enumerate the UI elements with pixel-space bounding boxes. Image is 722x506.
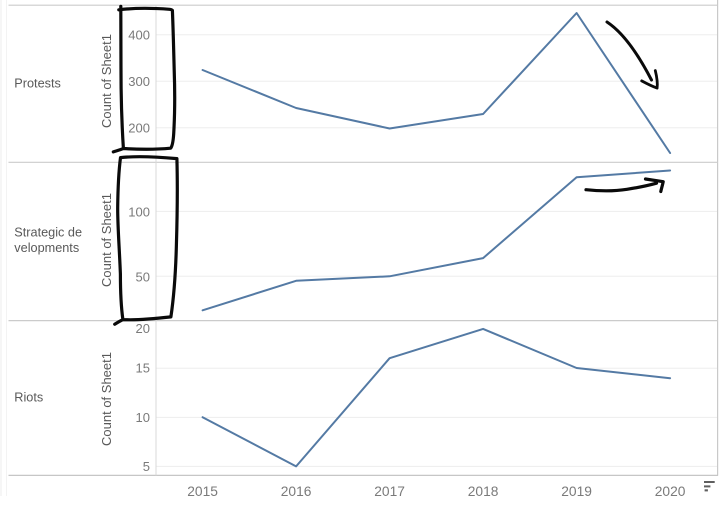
svg-text:5: 5 xyxy=(143,459,150,474)
svg-text:2018: 2018 xyxy=(468,484,499,499)
svg-text:2015: 2015 xyxy=(187,484,218,499)
svg-text:2017: 2017 xyxy=(374,484,405,499)
svg-text:200: 200 xyxy=(128,121,150,136)
svg-text:Count of Sheet1: Count of Sheet1 xyxy=(99,352,114,446)
svg-text:Strategic de: Strategic de xyxy=(14,225,82,239)
svg-text:15: 15 xyxy=(136,361,150,376)
svg-text:2016: 2016 xyxy=(281,484,312,499)
svg-text:50: 50 xyxy=(136,269,150,284)
svg-text:400: 400 xyxy=(128,28,150,43)
svg-text:Count of Sheet1: Count of Sheet1 xyxy=(99,193,114,287)
svg-text:2020: 2020 xyxy=(655,484,686,499)
svg-text:velopments: velopments xyxy=(14,241,79,255)
svg-text:20: 20 xyxy=(136,321,150,336)
svg-text:Count of Sheet1: Count of Sheet1 xyxy=(99,34,114,128)
svg-text:10: 10 xyxy=(136,410,150,425)
svg-text:2019: 2019 xyxy=(561,484,592,499)
svg-text:100: 100 xyxy=(128,205,150,220)
svg-text:300: 300 xyxy=(128,74,150,89)
svg-text:Riots: Riots xyxy=(14,390,43,404)
svg-text:Protests: Protests xyxy=(14,77,61,91)
